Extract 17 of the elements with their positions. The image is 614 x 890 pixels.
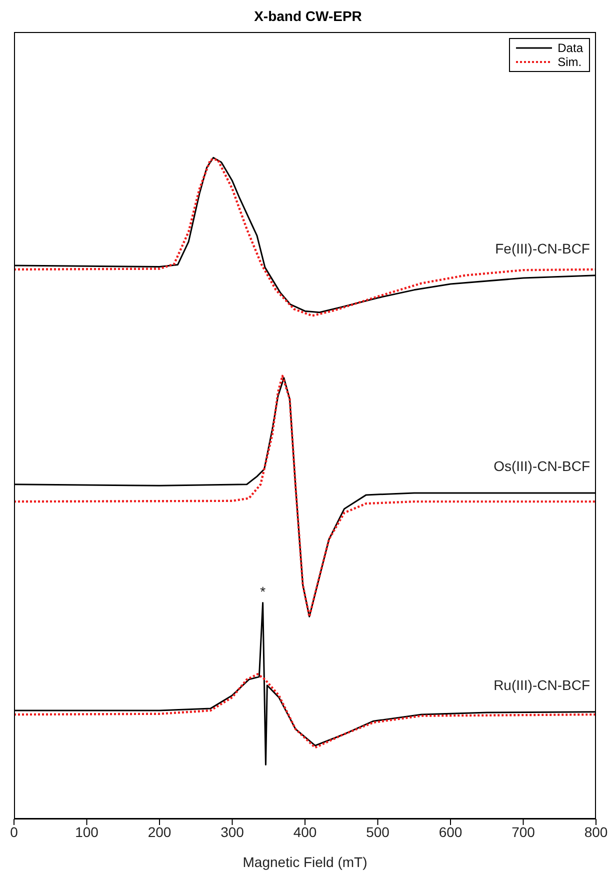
x-tick-label: 200 <box>148 824 172 840</box>
annotation: * <box>260 584 266 600</box>
x-tick-label: 100 <box>75 824 99 840</box>
x-tick-label: 600 <box>438 824 462 840</box>
chart-title: X-band CW-EPR <box>253 8 363 26</box>
x-tick-label: 300 <box>220 824 244 840</box>
x-tick-label: 0 <box>10 824 18 840</box>
annotation: Os(III)-CN-BCF <box>494 458 590 474</box>
annotation: Ru(III)-CN-BCF <box>494 676 590 693</box>
annotation: Fe(III)-CN-BCF <box>495 240 590 256</box>
x-tick-label: 700 <box>512 824 536 840</box>
legend-label: Sim. <box>558 55 582 69</box>
x-tick-label: 400 <box>293 824 317 840</box>
x-tick-label: 800 <box>584 824 608 840</box>
x-tick-label: 500 <box>366 824 390 840</box>
x-axis-title: Magnetic Field (mT) <box>242 854 368 870</box>
legend-label: Data <box>558 41 583 55</box>
